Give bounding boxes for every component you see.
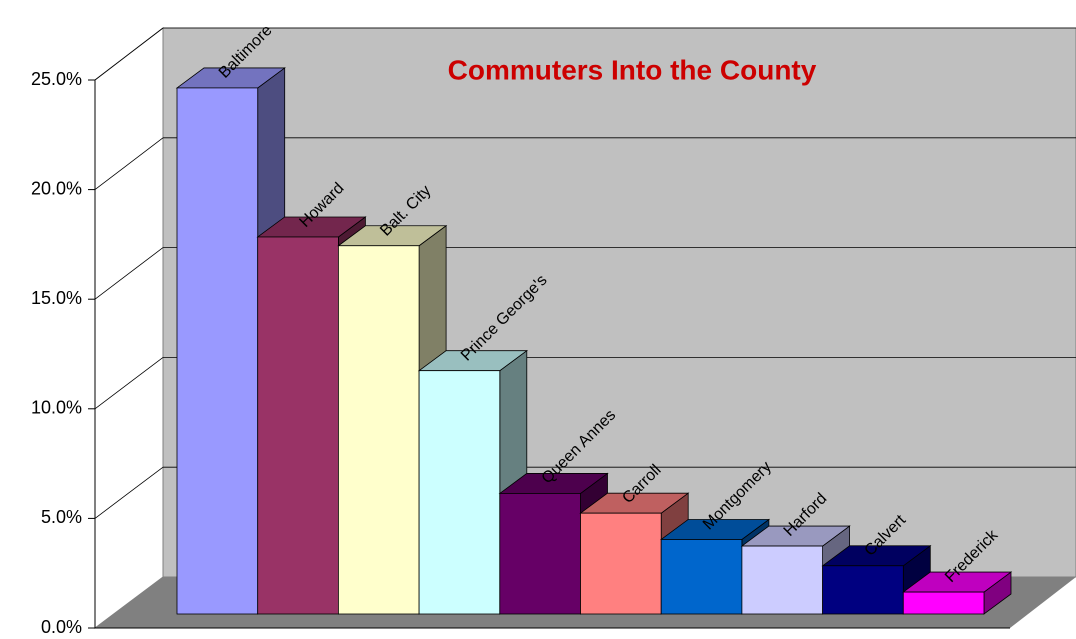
y-tick-label: 10.0% [31,398,82,418]
grid-line [94,137,164,190]
bar [822,565,904,615]
grid-line [94,466,164,519]
y-tick-label: 5.0% [41,507,82,527]
bar [176,87,259,615]
bar [902,591,985,615]
chart-title: Commuters Into the County [448,54,817,85]
side-wall [94,26,164,629]
bar [741,545,824,615]
bar [337,245,420,615]
grid-line [94,27,164,81]
bar [418,370,501,615]
grid-line [94,247,164,300]
bar [257,236,339,615]
y-tick-label: 15.0% [31,288,82,308]
bar [580,512,662,615]
y-tick-label: 20.0% [31,178,82,198]
grid-line [94,357,164,410]
bar [660,539,743,615]
y-tick-label: 0.0% [41,617,82,637]
y-tick-label: 25.0% [31,69,82,89]
bar [499,493,581,615]
